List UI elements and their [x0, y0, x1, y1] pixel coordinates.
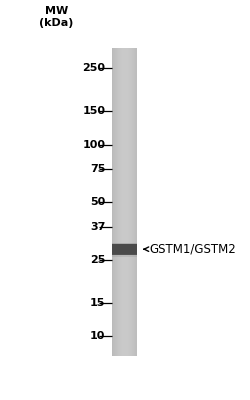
Bar — [114, 48, 115, 366]
Bar — [116, 48, 117, 366]
Bar — [119, 48, 120, 366]
Bar — [126, 48, 127, 366]
Bar — [120, 48, 121, 366]
Bar — [133, 48, 134, 366]
Text: 100: 100 — [82, 140, 105, 150]
Bar — [135, 48, 136, 366]
Text: 150: 150 — [82, 106, 105, 116]
Text: 25: 25 — [90, 255, 105, 265]
Bar — [132, 48, 133, 366]
Text: GSTM1/GSTM2: GSTM1/GSTM2 — [148, 243, 235, 256]
Bar — [123, 48, 124, 366]
Bar — [130, 48, 131, 366]
Bar — [121, 48, 122, 366]
Bar — [117, 48, 118, 366]
Bar — [128, 48, 129, 366]
Text: 75: 75 — [90, 164, 105, 174]
Text: 15: 15 — [90, 298, 105, 308]
Text: 250: 250 — [82, 63, 105, 73]
Bar — [113, 48, 114, 366]
Bar — [136, 48, 137, 366]
Bar — [122, 48, 123, 366]
Bar — [112, 254, 137, 258]
Bar — [125, 48, 126, 366]
Text: 37: 37 — [90, 222, 105, 232]
Bar — [118, 48, 119, 366]
Bar — [115, 48, 116, 366]
Text: 50: 50 — [90, 197, 105, 207]
Text: 10: 10 — [90, 332, 105, 342]
Bar — [131, 48, 132, 366]
Bar — [112, 244, 137, 255]
Bar — [112, 48, 113, 366]
Bar — [127, 48, 128, 366]
Bar — [112, 243, 137, 248]
Bar — [134, 48, 135, 366]
Text: MW
(kDa): MW (kDa) — [39, 6, 74, 28]
Bar — [124, 48, 125, 366]
Bar — [129, 48, 130, 366]
